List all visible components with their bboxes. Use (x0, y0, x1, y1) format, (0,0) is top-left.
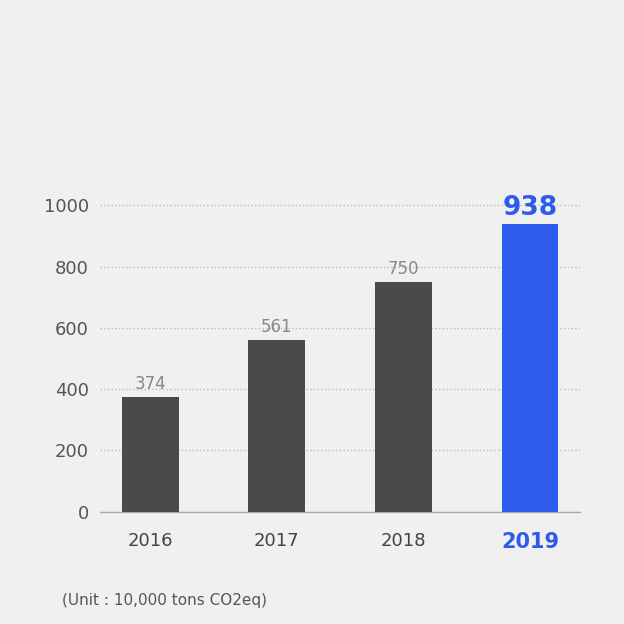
Text: 2018: 2018 (381, 532, 426, 550)
Text: 374: 374 (134, 376, 166, 394)
Bar (248, 340, 305, 512)
Bar (375, 282, 432, 512)
Text: 938: 938 (502, 195, 558, 221)
Bar (502, 225, 558, 512)
Text: 2019: 2019 (501, 532, 559, 552)
Text: 561: 561 (261, 318, 293, 336)
Bar (122, 397, 178, 512)
Text: 2016: 2016 (127, 532, 173, 550)
Text: (Unit : 10,000 tons CO2eq): (Unit : 10,000 tons CO2eq) (62, 593, 268, 608)
Text: 750: 750 (388, 260, 419, 278)
Text: 2017: 2017 (254, 532, 300, 550)
